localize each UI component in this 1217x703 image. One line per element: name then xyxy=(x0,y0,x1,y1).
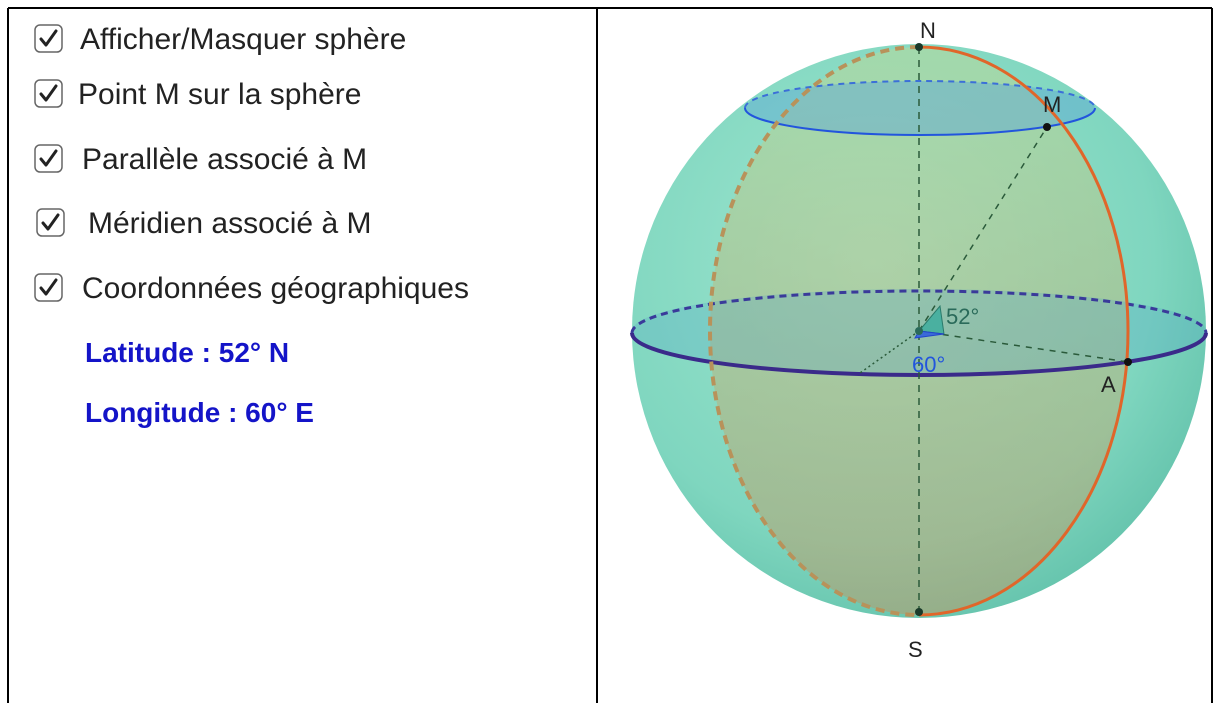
point-s xyxy=(915,608,923,616)
equator-back xyxy=(630,289,1208,334)
point-m xyxy=(1043,123,1051,131)
label-m: M xyxy=(1043,92,1061,117)
checkbox[interactable]: Point M sur la sphère xyxy=(34,78,361,111)
checkbox[interactable]: Coordonnées géographiques xyxy=(34,272,469,305)
checkbox[interactable]: Afficher/Masquer sphère xyxy=(34,23,406,56)
checkmark xyxy=(39,278,58,296)
radius-om xyxy=(918,126,1048,332)
sphere-figure: N S M A 52° 60° xyxy=(630,18,1208,662)
label-a: A xyxy=(1101,372,1116,397)
checkmark xyxy=(39,84,58,102)
point-n xyxy=(915,43,923,51)
checkmark xyxy=(39,149,58,167)
parallel-back xyxy=(744,80,1096,109)
checkbox-label: Parallèle associé à M xyxy=(82,143,367,176)
checkbox-box xyxy=(36,208,65,237)
checkbox[interactable]: Parallèle associé à M xyxy=(34,143,367,176)
radius-greenwich xyxy=(859,330,920,374)
parallel-plane xyxy=(745,81,1095,135)
label-latitude-angle: 52° xyxy=(946,304,979,329)
label-s: S xyxy=(908,637,923,662)
label-longitude-angle: 60° xyxy=(912,352,945,377)
checkbox[interactable]: Méridien associé à M xyxy=(36,207,371,240)
checkbox-box xyxy=(34,79,63,108)
checkbox-label: Afficher/Masquer sphère xyxy=(80,23,406,56)
control-panel: Afficher/Masquer sphère Point M sur la sp… xyxy=(34,23,469,305)
checkbox-box xyxy=(34,24,63,53)
latitude-text: Latitude : 52° N xyxy=(85,337,289,368)
checkbox-label: Point M sur la sphère xyxy=(78,78,361,111)
checkbox-box xyxy=(34,273,63,302)
point-a xyxy=(1124,358,1132,366)
label-n: N xyxy=(920,18,936,43)
meridian-front xyxy=(918,45,1130,617)
checkmark xyxy=(39,29,58,47)
checkbox-label: Coordonnées géographiques xyxy=(82,272,469,305)
parallel-front xyxy=(744,107,1096,136)
checkbox-box xyxy=(34,144,63,173)
checkmark xyxy=(41,213,60,231)
checkbox-label: Méridien associé à M xyxy=(88,207,371,240)
longitude-text: Longitude : 60° E xyxy=(85,397,314,428)
meridian-back xyxy=(708,45,920,617)
point-o xyxy=(915,327,923,335)
